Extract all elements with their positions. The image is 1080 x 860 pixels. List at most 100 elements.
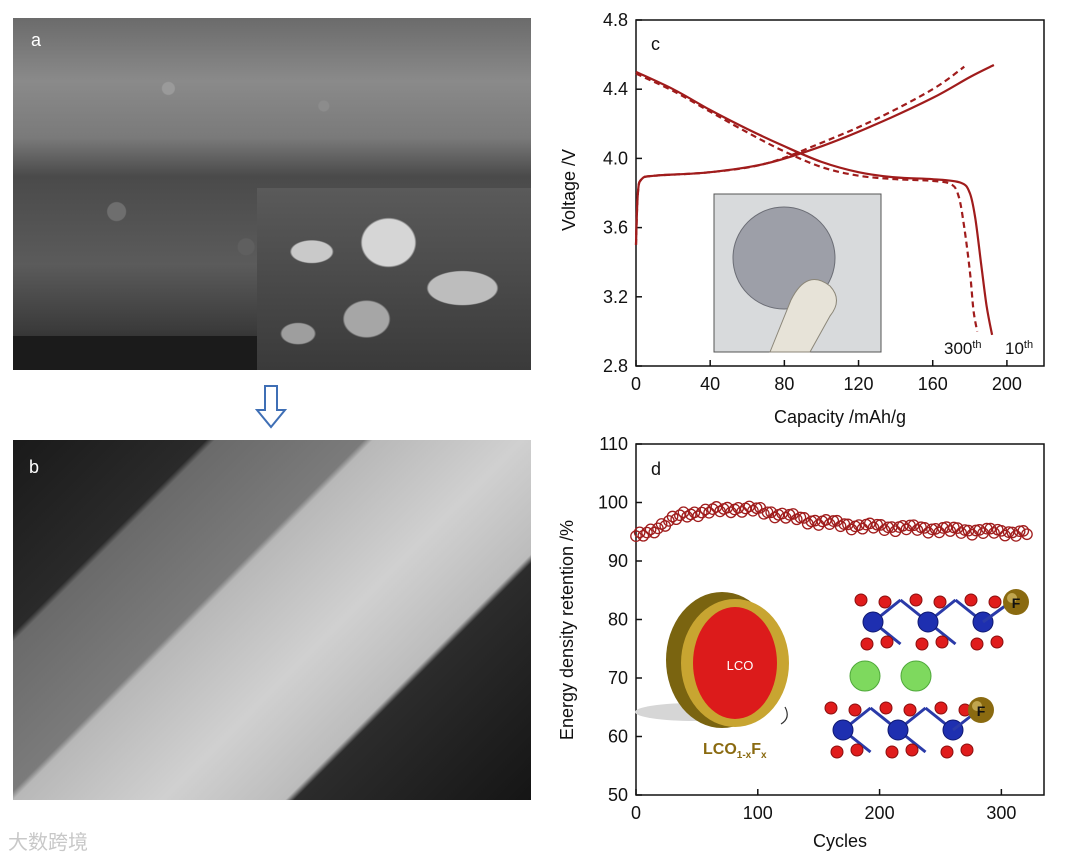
data-point <box>926 523 938 536</box>
cobalt-atom <box>917 611 939 633</box>
lithium-atom <box>900 660 932 692</box>
data-point <box>637 529 650 542</box>
data-point <box>973 524 986 536</box>
data-point <box>732 501 745 514</box>
d-y-tick-label: 110 <box>599 434 628 454</box>
data-point <box>915 521 927 534</box>
d-y-tick-label: 50 <box>608 785 628 805</box>
data-point <box>1006 526 1019 539</box>
data-point <box>670 513 683 526</box>
panel-a-label: a <box>31 30 42 50</box>
lithium-atom <box>849 660 881 692</box>
data-point <box>747 504 759 517</box>
c-y-tick-label: 3.6 <box>603 218 628 238</box>
d-y-tick-label: 100 <box>598 493 628 513</box>
sem-inset-zoom <box>257 188 531 370</box>
series-300th-discharge-line <box>635 72 979 332</box>
oxygen-atom <box>988 595 1002 609</box>
oxygen-atom <box>878 595 892 609</box>
oxygen-atom <box>940 745 954 759</box>
data-point <box>633 526 646 539</box>
data-point <box>736 506 748 518</box>
panel-b-label: b <box>29 457 40 477</box>
c-x-tick-label: 0 <box>631 374 641 394</box>
panel-d-label: d <box>651 459 661 479</box>
oxygen-atom <box>903 703 917 717</box>
c-y-tick-label: 2.8 <box>603 356 628 376</box>
c-y-tick-label: 3.2 <box>603 287 628 307</box>
down-arrow-icon <box>255 385 287 429</box>
data-point <box>794 511 807 524</box>
data-point <box>648 526 661 539</box>
series-10th-discharge-line <box>635 70 994 336</box>
annotation-300th: 300th <box>944 339 982 358</box>
bond <box>952 714 972 732</box>
oxygen-atom <box>990 635 1004 649</box>
annotation-10th: 10th <box>1005 339 1033 358</box>
cobalt-atom <box>862 611 884 633</box>
data-point <box>948 521 960 534</box>
c-plot-frame <box>635 19 1045 367</box>
data-point <box>699 503 712 516</box>
data-point <box>695 506 708 519</box>
sem-image-a <box>13 18 531 370</box>
y-axis-label-d: Energy density retention /% <box>557 520 577 740</box>
oxygen-atom <box>854 593 868 607</box>
c-x-tick-label: 200 <box>992 374 1022 394</box>
d-y-tick-label: 60 <box>608 727 628 747</box>
data-point <box>641 526 653 539</box>
c-y-tick-label: 4.8 <box>603 10 628 30</box>
oxygen-atom <box>848 703 862 717</box>
c-x-tick-label: 80 <box>774 374 794 394</box>
oxygen-atom <box>964 593 978 607</box>
cobalt-atom <box>832 719 854 741</box>
fluorine-label-top: F <box>1012 595 1021 611</box>
c-x-tick-label: 120 <box>844 374 874 394</box>
oxygen-atom <box>879 701 893 715</box>
lco-core-label: LCO <box>727 658 754 673</box>
c-y-tick-label: 4.0 <box>603 148 628 168</box>
series-300th-charge-line <box>634 65 965 245</box>
c-y-tick-label: 4.4 <box>603 79 628 99</box>
oxygen-atom <box>850 743 864 757</box>
chart-d: 0 100 200 300 50 60 70 80 90 100 110 d Cycles Ener… <box>557 434 1045 851</box>
d-x-tick-label: 200 <box>865 803 895 823</box>
d-y-tick-label: 80 <box>608 610 628 630</box>
data-point <box>929 522 942 535</box>
sem-substrate-region <box>13 336 257 370</box>
data-point <box>779 511 792 524</box>
oxygen-atom <box>970 637 984 651</box>
lco-shell-label: LCO1-xFx <box>703 741 767 761</box>
oxygen-atom <box>860 637 874 651</box>
oxygen-atom <box>960 743 974 757</box>
x-axis-label-c: Capacity /mAh/g <box>774 407 906 427</box>
data-point <box>867 521 880 534</box>
inset-photo <box>713 193 882 353</box>
watermark-text: 大数跨境 <box>8 832 88 854</box>
fluorine-label-bottom: F <box>977 703 986 719</box>
data-point <box>688 506 701 519</box>
oxygen-atom <box>909 593 923 607</box>
data-point <box>630 530 642 542</box>
data-point <box>798 512 810 524</box>
data-point <box>750 502 763 515</box>
oxygen-atom <box>885 745 899 759</box>
data-point <box>666 510 679 523</box>
oxygen-atom <box>933 595 947 609</box>
oxygen-atom <box>880 635 894 649</box>
y-axis-label-c: Voltage /V <box>559 149 579 231</box>
data-point <box>878 524 891 536</box>
data-point <box>988 527 1000 539</box>
oxygen-atom <box>830 745 844 759</box>
data-point <box>1013 525 1026 538</box>
data-point <box>944 525 957 537</box>
fluorine-atom-bottom: F <box>968 697 994 723</box>
cobalt-atom <box>887 719 909 741</box>
data-point <box>692 510 704 523</box>
data-point <box>984 522 997 535</box>
bond <box>982 604 1006 624</box>
data-point <box>955 527 968 539</box>
oxygen-atom <box>905 743 919 757</box>
data-point <box>703 506 715 519</box>
chart-c: 0 40 80 120 160 200 2.8 3.2 3.6 4.0 4.4 4.8 c 300th… <box>559 10 1045 427</box>
